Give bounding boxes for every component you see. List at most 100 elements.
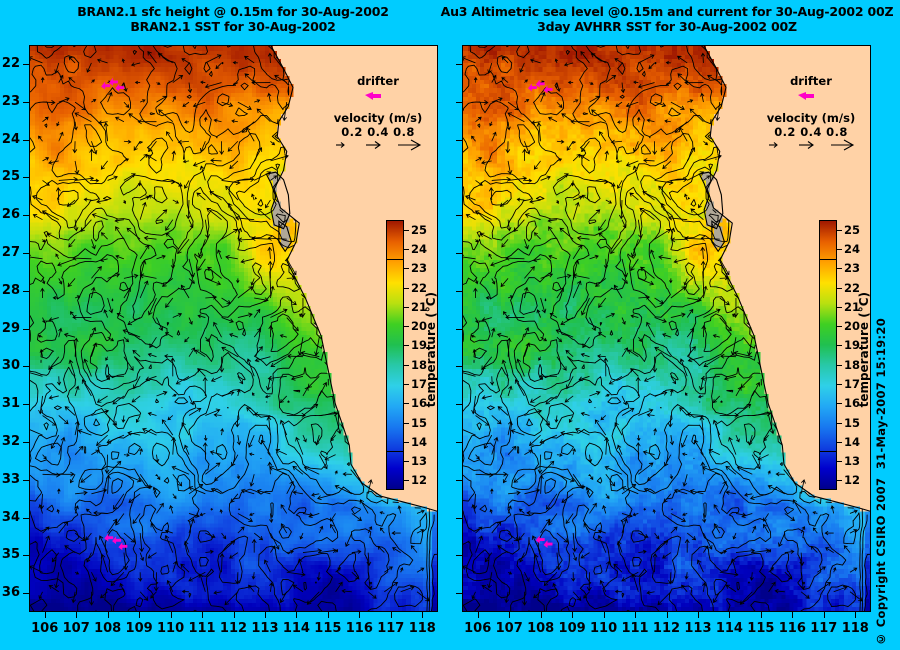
y-tick-label: 33 — [1, 471, 20, 487]
colorbar-tick-label: 18 — [411, 357, 428, 372]
y-tick-label: 28 — [1, 282, 20, 298]
x-tick-label: 114 — [715, 621, 743, 636]
colorbar-tick — [837, 229, 842, 231]
y-tick — [456, 139, 462, 141]
colorbar-tick-label: 20 — [411, 319, 428, 334]
colorbar-gradient — [819, 220, 837, 490]
right-map-panel[interactable] — [462, 45, 871, 612]
y-tick — [23, 479, 29, 481]
y-tick — [456, 290, 462, 292]
colorbar-tick-label: 23 — [411, 261, 428, 276]
x-tick-label: 111 — [188, 621, 216, 636]
x-tick — [296, 612, 298, 618]
left-velocity-legend-arrows — [336, 139, 422, 151]
colorbar-tick — [837, 268, 842, 270]
x-tick-label: 110 — [589, 621, 618, 636]
x-tick-label: 108 — [527, 621, 555, 636]
x-tick — [603, 612, 605, 618]
current-vectors — [463, 50, 863, 606]
x-tick — [760, 612, 762, 618]
x-tick — [233, 612, 235, 618]
right-velocity-legend-values: 0.2 0.4 0.8 — [774, 125, 848, 139]
colorbar-tick — [837, 480, 842, 482]
y-tick-label: 24 — [1, 131, 20, 147]
colorbar-tick — [404, 383, 409, 385]
x-tick — [572, 612, 574, 618]
y-tick — [23, 366, 29, 368]
x-tick — [635, 612, 637, 618]
x-tick — [170, 612, 172, 618]
colorbar-tick-label: 22 — [844, 280, 861, 295]
colorbar-tick — [837, 306, 842, 308]
y-tick — [456, 517, 462, 519]
colorbar-tick-label: 14 — [411, 434, 428, 449]
x-tick-label: 107 — [495, 621, 523, 636]
colorbar-tick — [404, 248, 409, 250]
y-tick — [456, 328, 462, 330]
right-velocity-legend-arrows — [769, 139, 855, 151]
colorbar-tick — [404, 403, 409, 405]
y-tick — [456, 479, 462, 481]
x-tick-label: 118 — [408, 621, 436, 636]
x-tick — [477, 612, 479, 618]
x-tick — [264, 612, 266, 618]
x-tick-label: 115 — [314, 621, 342, 636]
colorbar-tick-label: 24 — [411, 241, 428, 256]
colorbar-divider — [386, 451, 404, 453]
colorbar-tick-label: 20 — [844, 319, 861, 334]
y-tick-label: 34 — [1, 509, 20, 525]
x-tick-label: 111 — [621, 621, 649, 636]
left-map-panel[interactable] — [29, 45, 438, 612]
colorbar-gradient — [386, 220, 404, 490]
x-tick-label: 116 — [778, 621, 806, 636]
left-colorbar: 25 24 23 22 21 20 19 18 17 16 15 14 13 12 — [386, 220, 427, 490]
x-tick — [855, 612, 857, 618]
x-tick — [139, 612, 141, 618]
colorbar-tick-label: 21 — [844, 299, 861, 314]
colorbar-tick-label: 21 — [411, 299, 428, 314]
x-tick — [823, 612, 825, 618]
left-velocity-legend-values: 0.2 0.4 0.8 — [341, 125, 415, 139]
y-tick-label: 30 — [1, 358, 20, 374]
right-velocity-legend-label: velocity (m/s) — [766, 111, 856, 125]
y-tick — [456, 215, 462, 217]
y-tick-label: 32 — [1, 433, 20, 449]
y-tick — [23, 177, 29, 179]
drifter-markers — [527, 79, 553, 548]
x-tick-label: 116 — [345, 621, 373, 636]
colorbar-tick — [837, 287, 842, 289]
y-tick — [456, 555, 462, 557]
colorbar-tick-label: 13 — [844, 454, 861, 469]
colorbar-tick-label: 19 — [844, 338, 861, 353]
y-tick — [23, 328, 29, 330]
x-tick — [666, 612, 668, 618]
right-drifter-legend-marker — [798, 92, 814, 100]
colorbar-tick-label: 15 — [844, 415, 861, 430]
x-tick-label: 112 — [219, 621, 248, 636]
x-tick-label: 109 — [558, 621, 586, 636]
y-tick — [456, 593, 462, 595]
colorbar-tick-label: 16 — [844, 396, 861, 411]
right-panel-title: Au3 Altimetric sea level @0.15m and curr… — [434, 4, 900, 34]
colorbar-tick-label: 16 — [411, 396, 428, 411]
colorbar-tick — [404, 441, 409, 443]
left-colorbar-title: temperature (°C) — [424, 292, 438, 408]
x-tick-label: 115 — [747, 621, 775, 636]
colorbar-divider — [386, 258, 404, 260]
x-tick — [327, 612, 329, 618]
x-tick — [44, 612, 46, 618]
y-tick-label: 31 — [1, 396, 20, 412]
x-tick — [390, 612, 392, 618]
x-tick — [509, 612, 511, 618]
y-tick-label: 26 — [1, 207, 20, 223]
right-title-line2: 3day AVHRR SST for 30-Aug-2002 00Z — [537, 19, 797, 34]
y-tick — [23, 441, 29, 443]
coastline — [698, 46, 870, 512]
colorbar-tick — [404, 287, 409, 289]
left-drifter-legend-marker — [365, 92, 381, 100]
x-tick-label: 106 — [464, 621, 492, 636]
y-tick-label: 25 — [1, 169, 20, 185]
colorbar-tick-label: 17 — [844, 376, 861, 391]
colorbar-tick — [837, 345, 842, 347]
